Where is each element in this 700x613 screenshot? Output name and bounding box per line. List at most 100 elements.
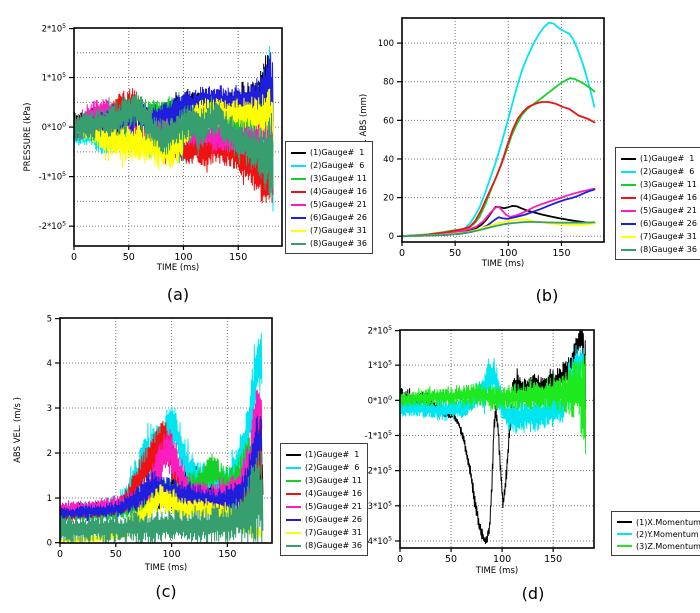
x-tick-label: 0 — [399, 248, 405, 259]
y-tick-label: 5 — [47, 315, 52, 325]
legend-label: (3)Gauge# 11 — [640, 180, 697, 189]
axis-ticks — [55, 318, 228, 547]
legend-label: (7)Gauge# 31 — [310, 226, 367, 235]
x-tick-label: 100 — [174, 252, 192, 263]
series-group — [59, 333, 264, 543]
legend-swatch — [617, 545, 632, 547]
plot-border — [59, 317, 273, 544]
legend-swatch — [291, 151, 306, 154]
legend-item: (5)Gauge# 21 — [621, 204, 697, 217]
legend-velocity: (1)Gauge# 1 (2)Gauge# 6 (3)Gauge# 11 (4)Gau… — [280, 443, 368, 556]
legend-label: (2)Gauge# 6 — [305, 463, 360, 472]
y-tick-label: 3 — [47, 404, 52, 414]
legend-item: (3)Z.Momentum — [617, 540, 700, 552]
y-tick-label: 1*105 — [368, 360, 392, 372]
legend-swatch — [621, 222, 636, 225]
legend-swatch — [291, 203, 306, 206]
y-tick-label: 80 — [383, 78, 394, 88]
legend-swatch — [286, 453, 301, 456]
caption-a: (a) — [166, 285, 190, 304]
series-group — [73, 46, 274, 212]
legend-label: (3)Gauge# 11 — [310, 174, 367, 183]
legend-label: (1)X.Momentum — [636, 517, 700, 527]
y-tick-label: 40 — [383, 155, 394, 165]
legend-item: (4)Gauge# 16 — [291, 185, 367, 198]
legend-item: (6)Gauge# 26 — [291, 211, 367, 224]
subplot-a: 0 50 100 150 2*105 1*105 0*100 -1*105 -2*105 TIME… — [23, 23, 283, 273]
y-tick-label: 1 — [47, 494, 52, 504]
series-d-3 — [399, 355, 587, 455]
y-tick-label: 60 — [383, 116, 394, 126]
plot-border — [401, 17, 605, 243]
y-tick-label: 2*105 — [368, 325, 392, 337]
series-c-6 — [59, 415, 263, 522]
series-b-5 — [401, 187, 596, 238]
series-c-5 — [59, 389, 263, 517]
gridlines — [400, 330, 594, 548]
legend-item: (1)Gauge# 1 — [286, 448, 362, 461]
subplot-d: 0 50 100 150 2*105 1*105 0*100 -1*105 -2*105 -3*1… — [365, 325, 595, 576]
legend-momentum: (1)X.Momentum (2)Y.Momentum (3)Z.Momentum — [611, 511, 700, 556]
legend-swatch — [286, 479, 301, 482]
y-tick-label: 1*105 — [42, 72, 66, 84]
legend-swatch — [291, 190, 306, 193]
legend-swatch — [291, 164, 306, 167]
legend-swatch — [291, 177, 306, 180]
legend-swatch — [291, 216, 306, 219]
legend-swatch — [617, 521, 632, 523]
legend-swatch — [621, 183, 636, 186]
y-tick-label: -2*105 — [365, 465, 393, 477]
legend-item: (5)Gauge# 21 — [291, 198, 367, 211]
legend-item: (8)Gauge# 36 — [291, 237, 367, 250]
y-tick-label: 0 — [389, 232, 394, 242]
plot-border — [73, 27, 283, 247]
series-b-1 — [401, 205, 596, 238]
axis-ticks — [395, 330, 554, 552]
x-tick-label: 50 — [110, 549, 122, 560]
legend-label: (4)Gauge# 16 — [640, 193, 697, 202]
legend-item: (2)Y.Momentum — [617, 528, 700, 540]
y-tick-label: 2*105 — [42, 23, 66, 34]
x-tick-label: 100 — [493, 554, 511, 565]
caption-d: (d) — [521, 584, 545, 603]
legend-item: (1)Gauge# 1 — [621, 152, 697, 165]
plot-border — [399, 329, 595, 549]
legend-item: (3)Gauge# 11 — [621, 178, 697, 191]
x-axis-title: TIME (ms) — [156, 263, 199, 273]
caption-c: (c) — [155, 582, 177, 601]
series-b-4 — [401, 101, 596, 238]
series-a-8 — [73, 93, 274, 199]
legend-swatch — [286, 531, 301, 534]
legend-item: (2)Gauge# 6 — [291, 159, 367, 172]
y-tick-label: 0*100 — [42, 122, 66, 134]
legend-item: (1)Gauge# 1 — [291, 146, 367, 159]
x-tick-label: 0 — [57, 549, 63, 560]
legend-item: (8)Gauge# 36 — [286, 539, 362, 552]
y-tick-label: 2 — [47, 449, 52, 459]
legend-swatch — [291, 229, 306, 232]
legend-item: (3)Gauge# 11 — [286, 474, 362, 487]
legend-swatch — [286, 466, 301, 469]
x-tick-label: 100 — [163, 549, 181, 560]
legend-item: (5)Gauge# 21 — [286, 500, 362, 513]
legend-swatch — [286, 518, 301, 521]
x-axis-title: TIME (ms) — [475, 566, 518, 576]
series-b-8 — [401, 221, 596, 238]
legend-item: (7)Gauge# 31 — [621, 230, 697, 243]
x-tick-label: 0 — [397, 554, 403, 565]
series-a-7 — [73, 88, 274, 171]
legend-label: (7)Gauge# 31 — [305, 528, 362, 537]
legend-swatch — [621, 170, 636, 173]
series-group — [399, 330, 587, 544]
legend-label: (4)Gauge# 16 — [305, 489, 362, 498]
x-tick-label: 50 — [123, 252, 135, 263]
series-group — [401, 21, 596, 238]
legend-swatch — [286, 505, 301, 508]
legend-item: (8)Gauge# 36 — [621, 243, 697, 256]
legend-item: (3)Gauge# 11 — [291, 172, 367, 185]
legend-item: (6)Gauge# 26 — [621, 217, 697, 230]
y-axis-title: PRESSURE (kPa) — [23, 103, 33, 172]
legend-swatch — [621, 209, 636, 212]
